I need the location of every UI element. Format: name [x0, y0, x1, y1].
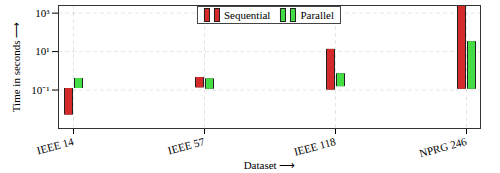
svg-text:Dataset ⟶: Dataset ⟶ [244, 159, 296, 171]
svg-text:NPRG 246: NPRG 246 [418, 135, 469, 159]
svg-text:Time in seconds ⟶: Time in seconds ⟶ [10, 22, 22, 112]
svg-text:10¹: 10¹ [35, 45, 49, 57]
html-text:Parallel: Parallel [300, 9, 334, 21]
svg-text:IEEE 57: IEEE 57 [167, 135, 207, 156]
svg-text:IEEE 118: IEEE 118 [293, 135, 338, 158]
svg-text:IEEE 14: IEEE 14 [36, 135, 76, 156]
svg-text:10⁻¹: 10⁻¹ [31, 84, 49, 96]
html-text:Sequential: Sequential [224, 9, 271, 21]
svg-text:10³: 10³ [35, 7, 50, 19]
